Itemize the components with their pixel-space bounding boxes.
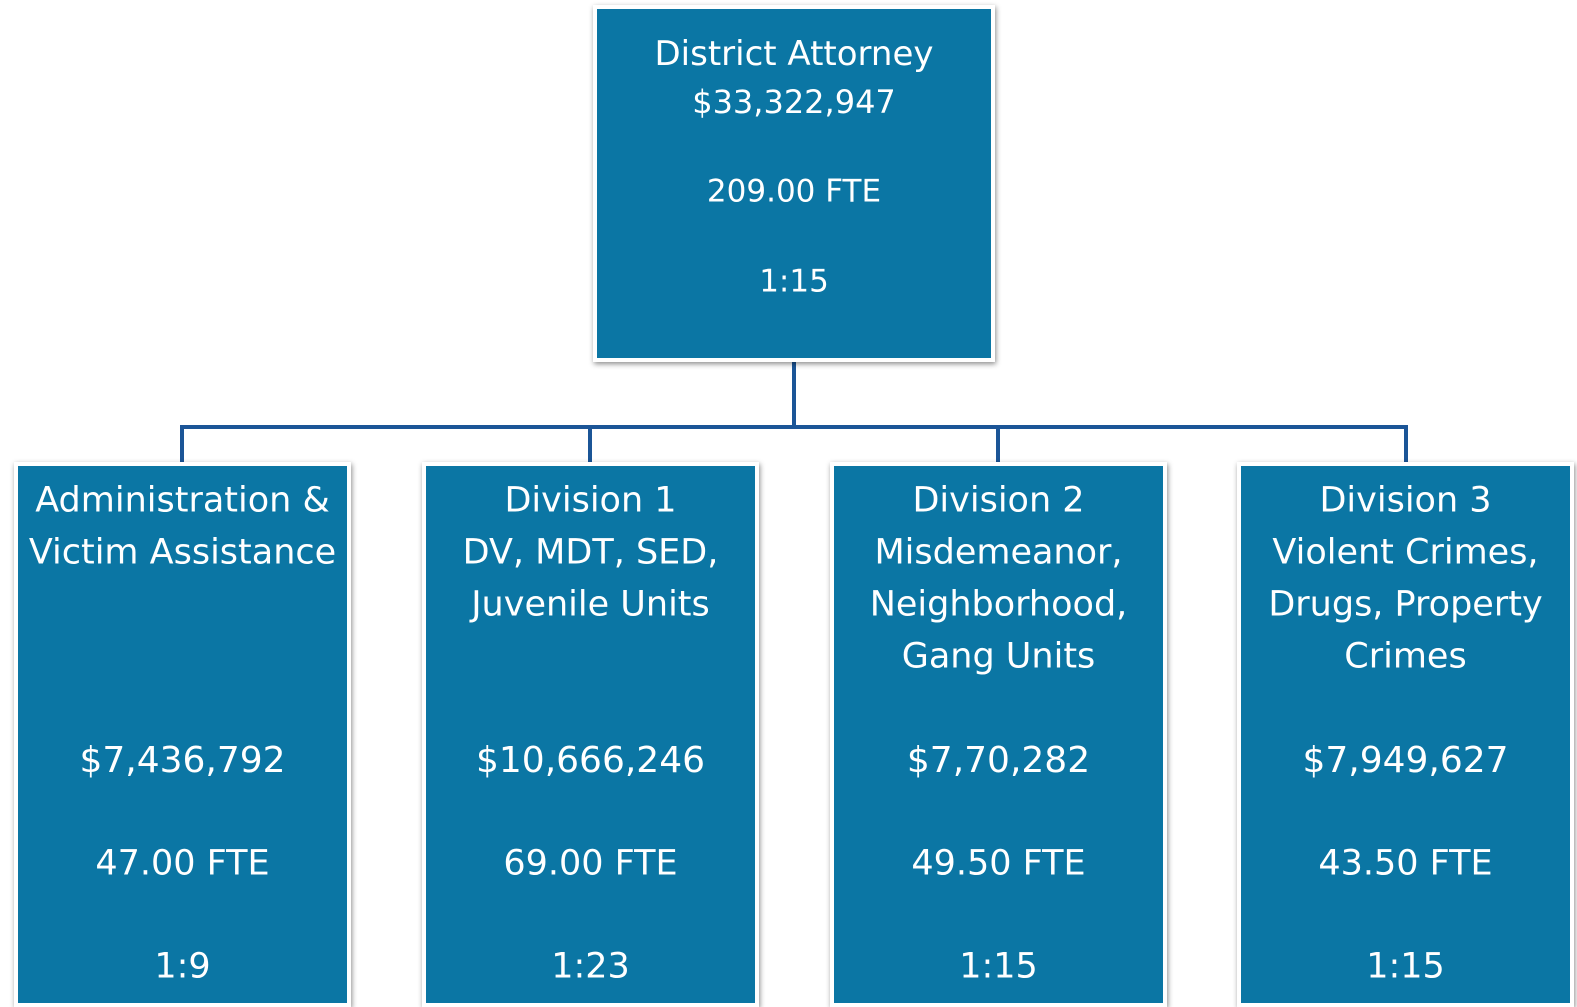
node-text: $7,70,282 — [906, 740, 1091, 781]
root-node: District Attorney $33,322,947 209.00 FTE 1:… — [593, 5, 995, 362]
node-text: Neighborhood, — [869, 584, 1128, 625]
node-text: District Attorney — [654, 34, 934, 74]
node-text: Crimes — [1344, 636, 1467, 677]
division-node: Division 1 DV, MDT, SED, Juvenile Units $10… — [422, 462, 759, 1007]
node-text: 209.00 FTE — [706, 173, 882, 210]
node-text: 47.00 FTE — [95, 843, 270, 884]
node-text: Gang Units — [901, 636, 1096, 677]
node-text: DV, MDT, SED, — [462, 532, 719, 573]
node-text: 1:15 — [759, 263, 829, 300]
node-text: Victim Assistance — [28, 532, 337, 573]
node-text: Division 1 — [504, 480, 677, 521]
node-text: $7,436,792 — [79, 740, 286, 781]
node-text: 49.50 FTE — [911, 843, 1086, 884]
node-text: 1:15 — [959, 946, 1038, 987]
node-text: $7,949,627 — [1302, 740, 1509, 781]
node-text: $10,666,246 — [475, 740, 706, 781]
node-text: 69.00 FTE — [503, 843, 678, 884]
division-node: Division 3 Violent Crimes, Drugs, Property… — [1237, 462, 1574, 1007]
node-text: Misdemeanor, — [874, 532, 1123, 573]
node-text: $33,322,947 — [692, 83, 896, 121]
node-text: Administration & — [35, 480, 330, 521]
node-text: 1:9 — [154, 946, 211, 987]
node-text: Division 3 — [1319, 480, 1492, 521]
node-text: 1:23 — [551, 946, 630, 987]
node-text: Drugs, Property — [1268, 584, 1543, 625]
node-text: Violent Crimes, — [1272, 532, 1539, 573]
node-text: 1:15 — [1366, 946, 1445, 987]
node-text: 43.50 FTE — [1318, 843, 1493, 884]
node-text: Division 2 — [912, 480, 1085, 521]
division-node: Division 2 Misdemeanor, Neighborhood, Gang … — [830, 462, 1167, 1007]
node-text: Juvenile Units — [471, 584, 710, 625]
division-node: Administration & Victim Assistance $7,436,… — [14, 462, 351, 1007]
